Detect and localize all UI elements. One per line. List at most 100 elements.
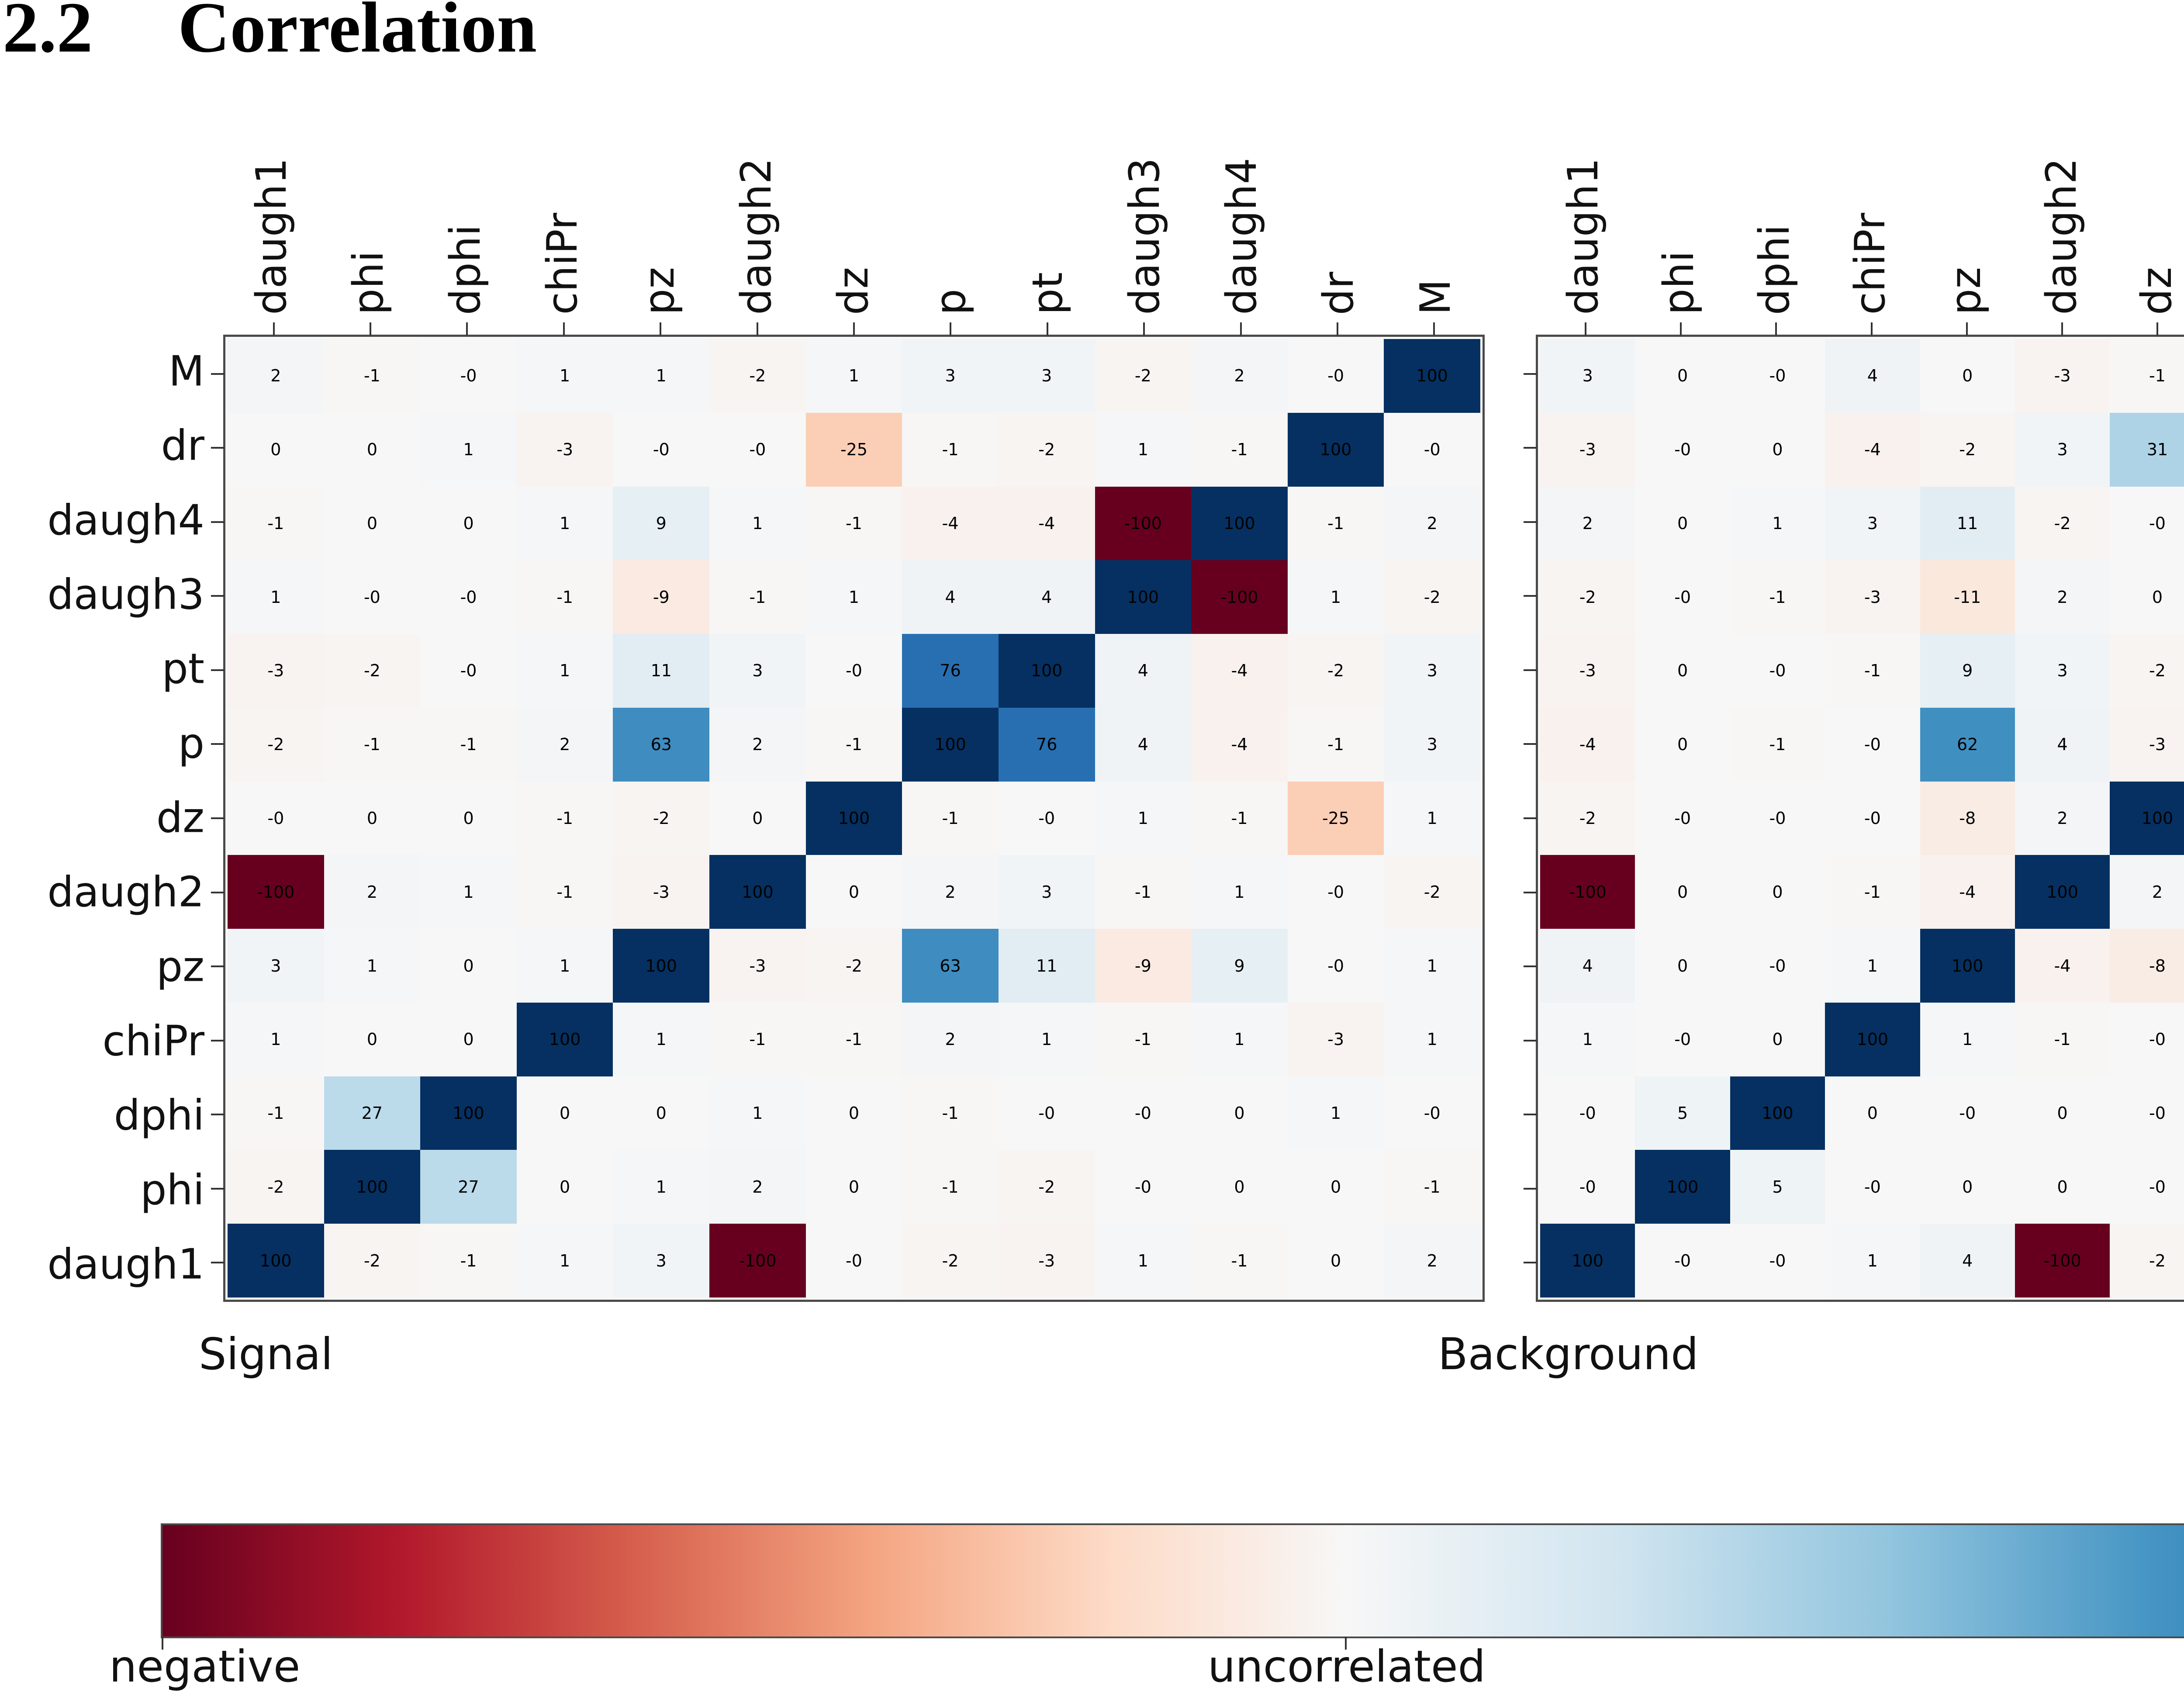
col-label-slot: daugh4 bbox=[1194, 129, 1291, 335]
heatmap-cell: -100 bbox=[709, 1224, 806, 1298]
heatmap-cell: -4 bbox=[1191, 634, 1288, 708]
heatmap-cell: 0 bbox=[1635, 855, 1730, 929]
heatmap-cell: -2 bbox=[2110, 634, 2184, 708]
col-label-daugh4: daugh4 bbox=[1218, 158, 1266, 315]
x-axis-tick bbox=[2156, 322, 2158, 336]
heatmap-cell: 0 bbox=[1920, 339, 2015, 413]
heatmap-cell: -4 bbox=[1825, 412, 1920, 487]
heatmap-cell: -1 bbox=[1730, 707, 1825, 782]
heatmap-cell: 1 bbox=[1540, 1002, 1635, 1076]
heatmap-cell: 1 bbox=[228, 560, 324, 634]
heatmap-cell: 0 bbox=[1635, 929, 1730, 1003]
heatmap-cell: -0 bbox=[1384, 1076, 1480, 1150]
heatmap-cell: 0 bbox=[1730, 412, 1825, 487]
signal-caption: Signal bbox=[199, 1329, 333, 1380]
heatmap-cell: 4 bbox=[1540, 929, 1635, 1003]
heatmap-cell: 0 bbox=[324, 1002, 421, 1076]
heatmap-cell: -1 bbox=[1095, 855, 1192, 929]
col-label-slot: pz bbox=[612, 129, 708, 335]
heatmap-cell: 1 bbox=[709, 1076, 806, 1150]
x-axis-tick bbox=[563, 322, 565, 336]
heatmap-cell: 100 bbox=[1191, 486, 1288, 561]
heatmap-cell: 1 bbox=[1287, 560, 1384, 634]
heatmap-cell: 2 bbox=[902, 1002, 999, 1076]
y-axis-tick bbox=[211, 669, 224, 671]
heatmap-cell: 0 bbox=[1825, 1076, 1920, 1150]
heatmap-cell: -0 bbox=[1635, 781, 1730, 855]
col-label-slot: daugh2 bbox=[708, 129, 805, 335]
col-label-slot: dr bbox=[1291, 129, 1388, 335]
heatmap-cell: -0 bbox=[2110, 1002, 2184, 1076]
col-label-dphi: dphi bbox=[1750, 224, 1799, 315]
y-axis-tick bbox=[1524, 447, 1537, 449]
heatmap-cell: -3 bbox=[998, 1224, 1095, 1298]
heatmap-cell: -8 bbox=[2110, 929, 2184, 1003]
heatmap-cell: -0 bbox=[998, 781, 1095, 855]
heatmap-cell: 76 bbox=[998, 707, 1095, 782]
heatmap-cell: -2 bbox=[1384, 560, 1480, 634]
heatmap-cell: -3 bbox=[613, 855, 710, 929]
col-label-dr: dr bbox=[1315, 271, 1363, 315]
y-axis-tick bbox=[211, 817, 224, 819]
heatmap-cell: -2 bbox=[805, 929, 902, 1003]
heatmap-cell: 3 bbox=[1540, 339, 1635, 413]
heatmap-cell: 2 bbox=[516, 707, 613, 782]
heatmap-cell: -0 bbox=[805, 634, 902, 708]
heatmap-cell: -0 bbox=[1635, 560, 1730, 634]
y-axis-tick bbox=[211, 595, 224, 597]
heatmap-cell: -3 bbox=[1540, 634, 1635, 708]
heatmap-cell: 100 bbox=[998, 634, 1095, 708]
heatmap-cell: 0 bbox=[420, 929, 517, 1003]
heatmap-cell: -0 bbox=[1635, 412, 1730, 487]
heatmap-cell: 3 bbox=[613, 1224, 710, 1298]
heatmap-cell: -4 bbox=[2015, 929, 2110, 1003]
heatmap-cell: -1 bbox=[1287, 707, 1384, 782]
heatmap-cell: -2 bbox=[324, 1224, 421, 1298]
row-label-daugh2: daugh2 bbox=[47, 868, 204, 917]
heatmap-cell: -1 bbox=[805, 1002, 902, 1076]
col-label-chiPr: chiPr bbox=[1846, 213, 1894, 315]
heatmap-cell: -1 bbox=[1191, 1224, 1288, 1298]
x-axis-tick bbox=[1046, 322, 1048, 336]
heatmap-cell: 100 bbox=[2110, 781, 2184, 855]
row-label-pt: pt bbox=[162, 645, 204, 693]
col-label-M: M bbox=[1412, 279, 1460, 315]
heatmap-cell: -3 bbox=[709, 929, 806, 1003]
heatmap-cell: -0 bbox=[2110, 486, 2184, 561]
heatmap-cell: 1 bbox=[228, 1002, 324, 1076]
heatmap-cell: 1 bbox=[613, 339, 710, 413]
heatmap-cell: -2 bbox=[2015, 486, 2110, 561]
heatmap-cell: 1 bbox=[516, 339, 613, 413]
heatmap-cell: 62 bbox=[1920, 707, 2015, 782]
row-label-M: M bbox=[169, 347, 204, 396]
heatmap-cell: 0 bbox=[516, 1150, 613, 1224]
heatmap-cell: 0 bbox=[1287, 1224, 1384, 1298]
heatmap-cell: -2 bbox=[613, 781, 710, 855]
heatmap-cell: -0 bbox=[1825, 781, 1920, 855]
heatmap-cell: -0 bbox=[420, 560, 517, 634]
heatmap-cell: -3 bbox=[1540, 412, 1635, 487]
heatmap-cell: 1 bbox=[420, 412, 517, 487]
heatmap-cell: 0 bbox=[1635, 707, 1730, 782]
background-grid: 30-040-3-1-01-22-4100-3-00-4-23312-51-11… bbox=[1540, 339, 2184, 1298]
y-axis-tick bbox=[211, 891, 224, 893]
heatmap-cell: 1 bbox=[613, 1150, 710, 1224]
heatmap-cell: -0 bbox=[2110, 1076, 2184, 1150]
heatmap-cell: 3 bbox=[998, 855, 1095, 929]
col-label-daugh3: daugh3 bbox=[1120, 158, 1169, 315]
heatmap-cell: 9 bbox=[1191, 929, 1288, 1003]
heatmap-cell: -2 bbox=[228, 1150, 324, 1224]
heatmap-cell: 3 bbox=[228, 929, 324, 1003]
heatmap-cell: -2 bbox=[1095, 339, 1192, 413]
heatmap-cell: -1 bbox=[1825, 855, 1920, 929]
heatmap-cell: 63 bbox=[613, 707, 710, 782]
heatmap-cell: 2 bbox=[709, 1150, 806, 1224]
heatmap-cell: 1 bbox=[1095, 412, 1192, 487]
col-label-slot: phi bbox=[1631, 129, 1727, 335]
x-axis-tick bbox=[660, 322, 662, 336]
y-axis-tick bbox=[1524, 1187, 1537, 1190]
heatmap-cell: 4 bbox=[998, 560, 1095, 634]
heatmap-cell: 4 bbox=[1920, 1224, 2015, 1298]
heatmap-cell: -0 bbox=[1825, 1150, 1920, 1224]
